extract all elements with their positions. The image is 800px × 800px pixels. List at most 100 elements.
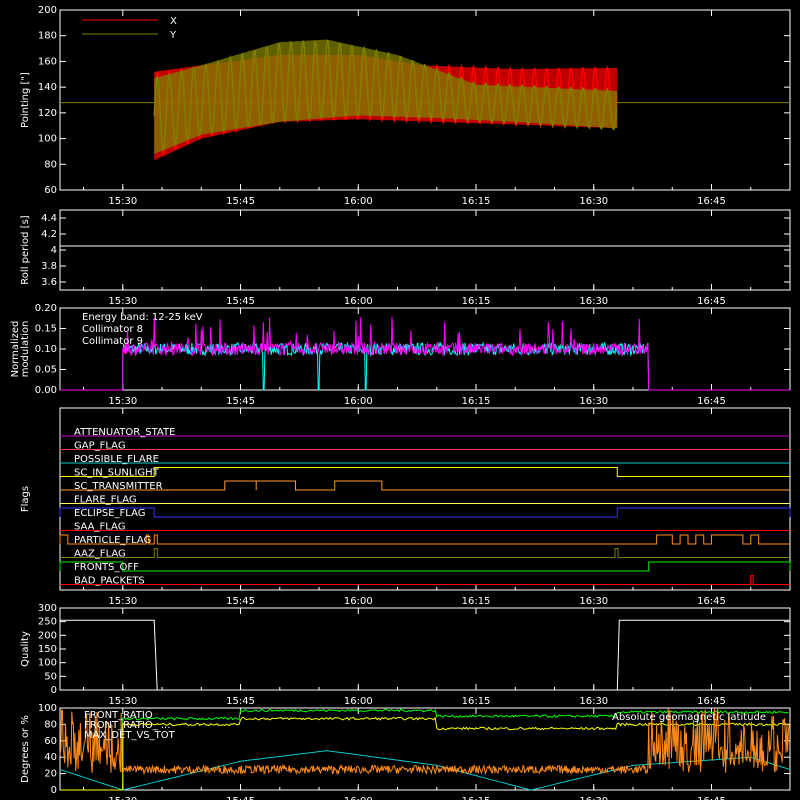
panel-pointing: 15:30 15:45 16:00 16:15 16:30 16:45 Pointing […: [20, 5, 791, 207]
time-tick-label: 16:45: [697, 196, 726, 207]
time-tick-label: 16:15: [462, 296, 491, 307]
panel-quality: 15:30 15:45 16:00 16:15 16:30 16:45 Quality 0 50…: [20, 603, 791, 707]
y-axis-label: modulation: [20, 321, 31, 378]
time-tick-label: 16:00: [344, 796, 373, 800]
y-tick-label: 0.00: [35, 385, 57, 396]
y-tick-label: 0.20: [35, 303, 57, 314]
flag-trace-aaz-flag: [60, 548, 790, 558]
flag-label-fronts-off: FRONTS_OFF: [74, 562, 139, 573]
y-axis-label: Quality: [20, 631, 31, 667]
y-axis-label: Pointing ["]: [20, 72, 31, 128]
time-tick-label: 16:30: [579, 696, 608, 707]
legend-label-collimator-8: Collimator 8: [82, 324, 143, 335]
energy-band-annotation: Energy band: 12-25 keV: [82, 312, 203, 323]
panel-flags: 15:30 15:45 16:00 16:15 16:30 16:45 Flags ATTEN…: [20, 407, 791, 607]
time-tick-label: 16:00: [344, 396, 373, 407]
flag-label-sc-transmitter: SC_TRANSMITTER: [74, 481, 163, 492]
y-tick-label: 250: [38, 617, 57, 628]
time-tick-label: 16:15: [462, 596, 491, 607]
y-tick-label: 100: [38, 703, 57, 714]
time-tick-label: 16:00: [344, 696, 373, 707]
time-tick-label: 16:15: [462, 196, 491, 207]
panel-percent: 15:30 15:45 16:00 16:15 16:30 16:45 Degrees or…: [20, 703, 791, 800]
y-tick-label: 0.15: [35, 324, 57, 335]
flag-trace-sc-transmitter: [60, 480, 790, 491]
y-tick-label: 0: [51, 785, 57, 796]
flag-trace-sc-in-sunlight: [60, 467, 790, 477]
flag-label-bad-packets: BAD_PACKETS: [74, 576, 145, 587]
y-tick-label: 200: [38, 630, 57, 641]
panel-roll: 15:30 15:45 16:00 16:15 16:30 16:45 Roll perio…: [20, 209, 791, 307]
quality-trace: [60, 619, 790, 691]
time-tick-label: 15:45: [226, 396, 255, 407]
flag-trace-fronts-off: [59, 561, 791, 572]
y-tick-label: 20: [44, 769, 57, 780]
legend-label-front-ratio: FRONT_RATIO: [84, 710, 153, 721]
time-tick-label: 16:45: [697, 296, 726, 307]
time-tick-label: 15:30: [108, 696, 137, 707]
max-det-vs-tot-line: [59, 708, 790, 776]
y-tick-label: 120: [38, 108, 57, 119]
time-tick-label: 16:30: [579, 796, 608, 800]
y-tick-label: 150: [38, 644, 57, 655]
y-tick-label: 200: [38, 5, 57, 16]
y-tick-label: 3.8: [41, 261, 57, 272]
y-tick-label: 50: [44, 671, 57, 682]
y-tick-label: 140: [38, 82, 57, 93]
time-tick-label: 15:30: [108, 396, 137, 407]
flag-label-flare-flag: FLARE_FLAG: [74, 495, 137, 506]
y-tick-label: 0.05: [35, 365, 57, 376]
time-tick-label: 16:00: [344, 296, 373, 307]
flag-label-eclipse-flag: ECLIPSE_FLAG: [74, 508, 145, 519]
time-tick-label: 15:30: [108, 796, 137, 800]
time-tick-label: 15:45: [226, 296, 255, 307]
time-tick-label: 16:45: [697, 796, 726, 800]
time-tick-label: 15:30: [108, 296, 137, 307]
time-tick-label: 16:30: [579, 296, 608, 307]
y-tick-label: 80: [44, 159, 57, 170]
y-axis-label: Degrees or %: [20, 715, 31, 783]
y-tick-label: 180: [38, 31, 57, 42]
front-ratio-line: [60, 716, 789, 791]
y-tick-label: 300: [38, 603, 57, 614]
panel-frame: [59, 9, 791, 191]
pointing-envelope-y: [154, 39, 618, 154]
time-tick-label: 15:30: [108, 596, 137, 607]
legend-label-x: X: [170, 16, 177, 27]
time-tick-label: 16:30: [579, 596, 608, 607]
y-tick-label: 3.6: [41, 277, 57, 288]
flag-label-particle-flag: PARTICLE_FLAG: [74, 535, 151, 546]
time-tick-label: 16:00: [344, 596, 373, 607]
y-tick-label: 4.2: [41, 229, 57, 240]
panel-frame: [59, 707, 791, 791]
y-tick-label: 4: [51, 245, 57, 256]
y-tick-label: 80: [44, 719, 57, 730]
time-tick-label: 16:00: [344, 196, 373, 207]
panel-frame: [59, 209, 791, 291]
legend-label-collimator-9: Collimator 9: [82, 336, 143, 347]
time-tick-label: 15:45: [226, 196, 255, 207]
legend-label-geomagnetic-latitude: Absolute geomagnetic latitude: [612, 712, 766, 723]
y-tick-label: 60: [44, 736, 57, 747]
flag-label-possible-flare: POSSIBLE_FLARE: [74, 454, 159, 465]
time-tick-label: 15:45: [226, 796, 255, 800]
flag-trace-bad-packets: [60, 575, 790, 585]
time-tick-label: 16:45: [697, 696, 726, 707]
modulation-series-9: [60, 316, 790, 391]
legend-label-max-det-vs-tot: MAX_DET_VS_TOT: [84, 730, 176, 741]
flag-label-gap-flag: GAP_FLAG: [74, 441, 126, 452]
flag-label-sc-in-sunlight: SC_IN_SUNLIGHT: [74, 468, 160, 479]
time-tick-label: 15:45: [226, 596, 255, 607]
y-tick-label: 60: [44, 185, 57, 196]
panel-modulation: 15:30 15:45 16:00 16:15 16:30 16:45 Normalized…: [10, 303, 791, 407]
y-tick-label: 0: [51, 685, 57, 696]
time-tick-label: 16:45: [697, 596, 726, 607]
y-tick-label: 100: [38, 658, 57, 669]
y-axis-label: Normalized: [10, 321, 21, 378]
time-tick-label: 16:30: [579, 396, 608, 407]
flag-label-saa-flag: SAA_FLAG: [74, 522, 125, 533]
time-tick-label: 16:30: [579, 196, 608, 207]
flag-trace-eclipse-flag: [59, 507, 791, 518]
y-tick-label: 4.4: [41, 213, 57, 224]
